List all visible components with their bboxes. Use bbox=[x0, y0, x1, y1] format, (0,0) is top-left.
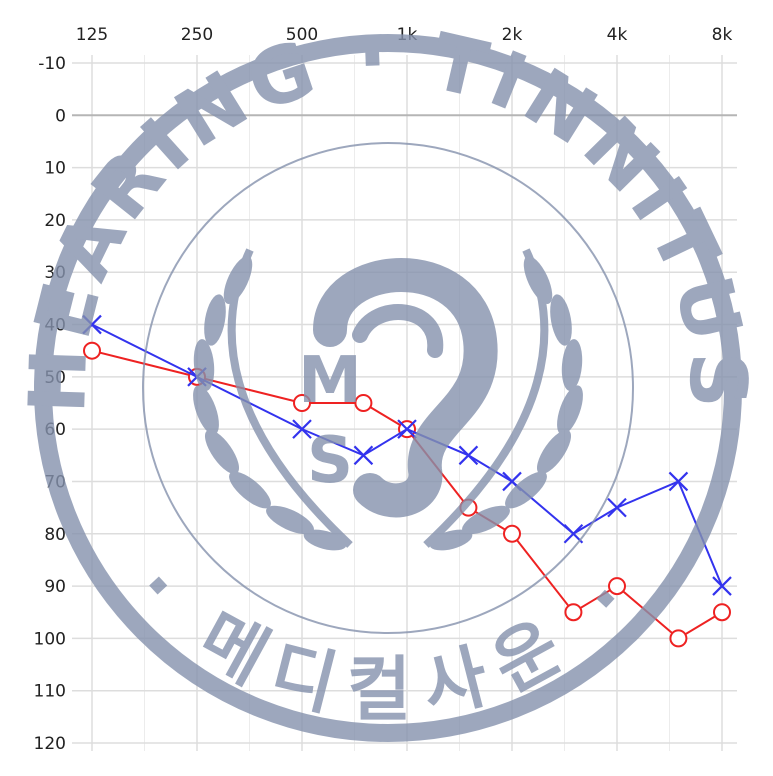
data-point-x-stroke bbox=[712, 576, 732, 596]
data-point-x-stroke bbox=[563, 523, 584, 544]
data-point-x bbox=[353, 445, 374, 466]
seal-top-text: HEARING · TINNITUS bbox=[13, 14, 762, 415]
data-point-circle bbox=[608, 577, 626, 596]
data-point-x-stroke bbox=[292, 419, 312, 439]
data-point-circle bbox=[669, 629, 688, 648]
data-point-x bbox=[607, 497, 627, 518]
seal-outer-ring bbox=[34, 34, 742, 742]
data-point-x-stroke bbox=[82, 314, 102, 335]
data-point-x-stroke bbox=[397, 419, 417, 439]
data-point-x-stroke bbox=[458, 445, 479, 466]
x-tick-label: 500 bbox=[286, 25, 318, 45]
y-tick-label: 110 bbox=[34, 682, 66, 702]
x-tick-label: 125 bbox=[76, 25, 108, 45]
seal-center-m: M bbox=[298, 344, 362, 418]
data-point-circle bbox=[354, 394, 373, 412]
data-point-x bbox=[397, 419, 417, 439]
watermark-seal: HEARING · TINNITUS · 메디컬사운 · bbox=[13, 14, 762, 742]
x-tick-label: 8k bbox=[712, 25, 733, 45]
y-tick-label: 120 bbox=[34, 734, 66, 754]
laurel-right-icon bbox=[423, 248, 583, 551]
data-point-circle bbox=[564, 603, 583, 622]
data-point-circle bbox=[293, 394, 311, 412]
ear-icon bbox=[313, 258, 498, 518]
data-point-x-stroke bbox=[502, 471, 522, 492]
y-tick-label: 0 bbox=[55, 106, 66, 126]
data-point-x bbox=[668, 471, 689, 492]
y-tick-label: 80 bbox=[44, 525, 66, 545]
x-tick-label: 250 bbox=[181, 25, 213, 45]
data-point-x-stroke bbox=[668, 471, 689, 492]
y-tick-label: 100 bbox=[34, 629, 66, 649]
data-point-x bbox=[82, 314, 102, 335]
y-tick-label: 20 bbox=[44, 211, 66, 231]
series-layer bbox=[82, 314, 732, 648]
data-point-x-stroke bbox=[607, 497, 627, 518]
data-point-circle bbox=[503, 524, 521, 543]
x-tick-label: 2k bbox=[502, 25, 523, 45]
data-point-x bbox=[458, 445, 479, 466]
seal-center-s: S bbox=[307, 424, 353, 498]
data-point-circle bbox=[713, 603, 731, 622]
seal-bottom-text: · 메디컬사운 · bbox=[119, 548, 657, 731]
data-point-x bbox=[292, 419, 312, 439]
data-point-x-stroke bbox=[353, 445, 374, 466]
y-tick-label: 90 bbox=[44, 577, 66, 597]
seal-inner-ring bbox=[142, 142, 634, 634]
y-tick-label: 10 bbox=[44, 159, 66, 179]
data-point-circle bbox=[83, 341, 101, 360]
x-tick-label: 4k bbox=[607, 25, 628, 45]
laurel-left-icon bbox=[193, 248, 353, 551]
y-tick-label: -10 bbox=[38, 54, 66, 74]
data-point-x bbox=[712, 576, 732, 596]
